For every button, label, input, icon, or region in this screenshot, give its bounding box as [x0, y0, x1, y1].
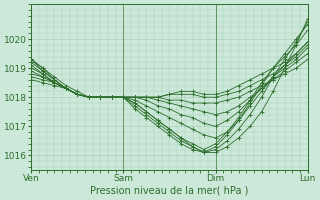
X-axis label: Pression niveau de la mer( hPa ): Pression niveau de la mer( hPa )	[90, 186, 249, 196]
